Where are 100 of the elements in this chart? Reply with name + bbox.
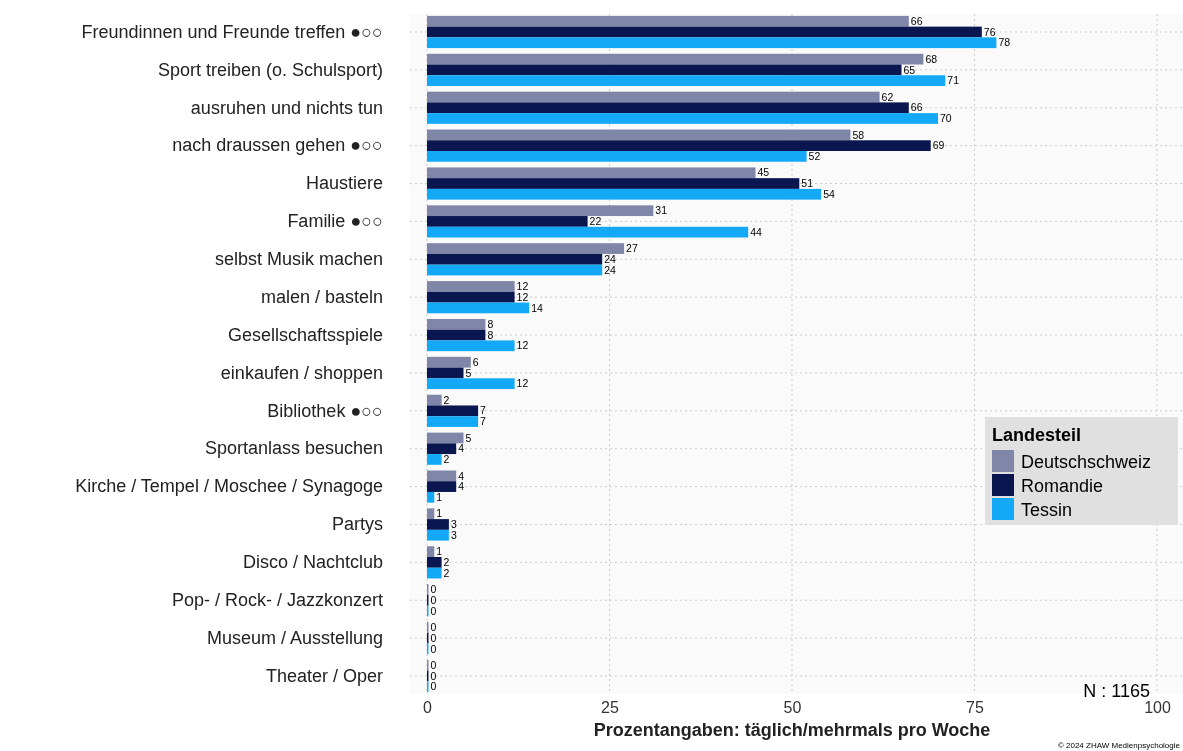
bar [427, 264, 603, 276]
y-tick-label: Theater / Oper [265, 665, 383, 686]
bar [427, 546, 435, 557]
bar [427, 281, 515, 292]
data-label: 24 [604, 252, 617, 265]
data-label: 51 [801, 177, 814, 190]
data-label: 12 [516, 290, 529, 303]
bar [427, 91, 880, 103]
data-label: 8 [487, 318, 494, 330]
legend-title: Landesteil [992, 425, 1082, 445]
bar [427, 443, 457, 455]
bar [427, 329, 486, 341]
y-tick-label: Sport treiben (o. Schulsport) [157, 59, 383, 80]
bar [427, 508, 435, 520]
data-label: 14 [531, 301, 544, 314]
y-tick-label: Kirche / Tempel / Moschee / Synagoge [75, 476, 383, 497]
y-tick-label: einkaufen / shoppen [220, 362, 383, 383]
y-tick-label: Pop- / Rock- / Jazzkonzert [171, 590, 383, 610]
data-label: 3 [450, 528, 457, 541]
data-label: 7 [480, 415, 487, 428]
data-label: 44 [750, 225, 763, 238]
data-label: 5 [465, 366, 472, 379]
bar [427, 405, 479, 417]
text: © 2024 ZHAW Medienpsychologie [1057, 741, 1181, 750]
data-label: 76 [983, 25, 996, 38]
data-label: 2 [443, 556, 450, 569]
y-tick-label: Freundinnen und Freunde treffen ●○○ [81, 21, 383, 42]
data-label: 4 [458, 469, 465, 482]
bar [427, 26, 982, 38]
y-tick-label: Familie ●○○ [287, 211, 383, 232]
data-label: 0 [430, 604, 437, 617]
bar [427, 140, 931, 152]
bar [427, 37, 997, 49]
data-label: 0 [430, 631, 437, 644]
bar [427, 291, 515, 303]
data-label: 1 [436, 491, 443, 503]
x-tick-label: 25 [601, 699, 619, 717]
bar [427, 340, 515, 352]
bar [427, 367, 464, 379]
bar [427, 567, 442, 579]
data-label: 12 [516, 339, 529, 352]
bar [427, 416, 479, 427]
data-label: 62 [881, 90, 894, 103]
bar [427, 454, 442, 465]
bar [427, 519, 449, 530]
bar [427, 53, 924, 65]
data-label: 4 [458, 480, 465, 493]
data-label: 31 [655, 204, 668, 217]
data-label: 27 [626, 242, 638, 255]
bar [427, 470, 457, 482]
y-tick-label: Partys [331, 514, 383, 535]
data-label: 6 [472, 355, 479, 368]
x-tick-label: 50 [783, 699, 802, 717]
x-tick-label: 75 [966, 699, 984, 717]
y-tick-label: ausruhen und nichts tun [190, 97, 383, 118]
bar [427, 75, 946, 86]
bar [427, 188, 822, 200]
data-label: 8 [487, 328, 494, 341]
data-label: 2 [443, 566, 450, 579]
data-label: 3 [450, 518, 457, 531]
bar [427, 491, 435, 503]
bar [427, 151, 807, 162]
y-tick-label: selbst Musik machen [214, 249, 383, 270]
y-tick-label: Museum / Ausstellung [206, 627, 383, 648]
bar [427, 318, 486, 330]
bar [427, 226, 749, 238]
data-label: 0 [430, 621, 437, 634]
data-label: 66 [910, 101, 923, 114]
bar [427, 356, 471, 368]
bar [427, 113, 938, 124]
data-label: 1 [436, 545, 443, 558]
data-label: 65 [903, 63, 916, 76]
data-label: 0 [430, 680, 437, 693]
bar [427, 529, 449, 541]
bar [427, 481, 457, 492]
data-label: 5 [465, 431, 472, 444]
x-tick-label: 0 [423, 699, 433, 717]
data-label: 52 [808, 150, 821, 163]
data-label: 54 [823, 187, 836, 200]
data-label: 45 [757, 166, 770, 179]
bar [427, 15, 909, 27]
y-tick-label: Haustiere [305, 173, 383, 194]
data-label: 2 [443, 393, 450, 406]
data-label: 22 [589, 215, 602, 228]
bar [427, 253, 603, 265]
y-tick-label: Gesellschaftsspiele [227, 324, 383, 345]
legend-label: Deutschschweiz [1021, 452, 1152, 472]
data-label: 66 [910, 14, 923, 27]
annotation: N : 1165 [1083, 681, 1150, 701]
data-label: 4 [458, 442, 465, 455]
bar [427, 556, 442, 568]
x-axis-title: Prozentangaben: täglich/mehrmals pro Woche [593, 720, 991, 740]
bar [427, 102, 909, 114]
legend-label: Romandie [1021, 476, 1104, 496]
bar [427, 178, 800, 189]
y-tick-label: Sportanlass besuchen [204, 438, 383, 459]
y-tick-label: Bibliothek ●○○ [267, 400, 383, 421]
bar [427, 167, 756, 179]
bar [427, 243, 625, 254]
bar [427, 216, 588, 227]
